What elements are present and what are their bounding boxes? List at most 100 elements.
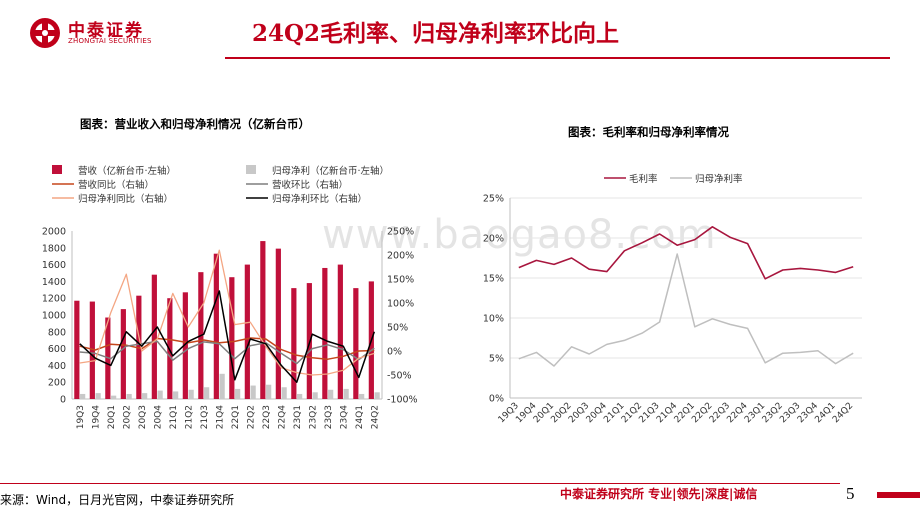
net-profit-bar <box>142 393 148 399</box>
revenue-bar <box>213 253 219 399</box>
net-profit-bar <box>80 393 86 399</box>
legend-swatch <box>246 165 256 174</box>
net-profit-bar <box>297 393 303 399</box>
x-tick-label: 21Q4 <box>215 405 225 430</box>
x-tick-label: 23Q1 <box>293 405 303 429</box>
net-profit-bar <box>188 389 194 399</box>
y-tick-label-right: -50% <box>387 371 412 382</box>
x-tick-label: 23Q4 <box>339 405 349 430</box>
x-tick-label: 22Q3 <box>262 405 272 429</box>
legend-label: 营收环比（右轴） <box>272 179 348 191</box>
revenue-bar <box>337 264 343 399</box>
net-profit-bar <box>157 390 163 399</box>
y-tick-label-left: 600 <box>48 344 66 355</box>
net-profit-bar <box>343 388 349 399</box>
x-tick-label: 19Q3 <box>76 405 86 429</box>
y-tick-label-right: -100% <box>387 395 418 406</box>
legend-label: 归母净利（亿新台币·左轴） <box>272 165 389 177</box>
y-tick-label: 20% <box>483 234 504 245</box>
watermark: www.baogao8.com <box>322 212 717 258</box>
net-profit-bar <box>111 395 117 399</box>
y-tick-label: 0% <box>489 394 504 405</box>
legend-label: 归母净利环比（右轴） <box>272 193 367 205</box>
y-tick-label: 10% <box>483 314 504 325</box>
page-number: 5 <box>846 484 855 503</box>
y-tick-label-right: 100% <box>387 299 414 310</box>
x-tick-label: 20Q2 <box>122 405 132 429</box>
y-tick-label-left: 1200 <box>42 294 66 305</box>
net-profit-bar <box>312 392 318 399</box>
legend-label: 归母净利同比（右轴） <box>78 193 173 205</box>
x-tick-label: 22Q1 <box>231 405 241 429</box>
x-tick-label: 24Q1 <box>355 405 365 429</box>
net-profit-bar <box>266 384 272 399</box>
y-tick-label-left: 1600 <box>42 260 66 271</box>
y-tick-label-left: 400 <box>48 361 66 372</box>
revenue-bar <box>167 298 173 399</box>
footer-accent-bar <box>877 492 920 498</box>
net-profit-yoy-line <box>79 249 375 376</box>
y-tick-label-left: 0 <box>60 395 66 406</box>
x-tick-label: 20Q1 <box>107 405 117 429</box>
x-tick-label: 21Q3 <box>200 405 210 429</box>
y-tick-label-right: 250% <box>387 227 414 238</box>
net-profit-bar <box>219 373 225 399</box>
x-tick-label: 24Q2 <box>370 405 380 429</box>
revenue-bar <box>275 248 281 399</box>
y-tick-label-right: 50% <box>387 323 408 334</box>
revenue-bar <box>244 264 250 399</box>
y-tick-label-left: 200 <box>48 378 66 389</box>
revenue-bar <box>291 288 297 399</box>
net-profit-bar <box>250 385 256 399</box>
slide-title: 24Q2毛利率、归母净利率环比向上 <box>252 20 620 47</box>
y-tick-label-left: 1000 <box>42 311 66 322</box>
y-tick-label: 25% <box>483 194 504 205</box>
legend-label: 归母净利率 <box>695 173 743 185</box>
y-tick-label-left: 1400 <box>42 277 66 288</box>
revenue-bar <box>74 300 80 399</box>
y-tick-label-left: 800 <box>48 327 66 338</box>
net-profit-bar <box>126 393 132 399</box>
net-profit-bar <box>359 393 365 399</box>
y-tick-label-right: 150% <box>387 275 414 286</box>
revenue-bar <box>229 277 235 399</box>
revenue-bar <box>151 274 157 399</box>
legend-label: 毛利率 <box>629 173 658 185</box>
x-tick-label: 21Q1 <box>169 405 179 429</box>
net-profit-bar <box>204 387 210 399</box>
revenue-qoq-line <box>79 340 375 365</box>
x-tick-label: 23Q2 <box>308 405 318 429</box>
net-profit-bar <box>173 391 179 399</box>
gross-margin-line <box>518 226 854 280</box>
x-tick-label: 19Q4 <box>91 405 101 430</box>
y-tick-label-right: 200% <box>387 251 414 262</box>
zhongtai-logo-icon <box>30 18 60 48</box>
x-tick-label: 22Q4 <box>277 405 287 430</box>
footer-brand: 中泰证券研究所 专业|领先|深度|诚信 <box>560 487 758 501</box>
x-tick-label: 20Q4 <box>153 405 163 430</box>
y-tick-label-left: 1800 <box>42 243 66 254</box>
net-profit-bar <box>281 387 287 399</box>
net-profit-bar <box>235 388 241 399</box>
legend-swatch <box>52 165 62 174</box>
brand-name-cn: 中泰证券 <box>68 21 144 41</box>
brand-logo <box>28 16 62 50</box>
y-tick-label-right: 0% <box>387 347 402 358</box>
footer-divider <box>0 483 840 484</box>
net-profit-bar <box>95 393 101 399</box>
net-profit-qoq-line <box>79 290 376 383</box>
revenue-bar <box>182 292 188 399</box>
y-tick-label: 15% <box>483 274 504 285</box>
x-tick-label: 21Q2 <box>184 405 194 429</box>
legend-label: 营收（亿新台币·左轴） <box>78 165 176 177</box>
x-tick-label: 22Q2 <box>246 405 256 429</box>
net-profit-bar <box>374 392 380 399</box>
x-tick-label: 24Q2 <box>831 401 855 425</box>
y-tick-label-left: 2000 <box>42 227 66 238</box>
revenue-bar <box>260 241 266 399</box>
left-chart-title: 图表：营业收入和归母净利情况（亿新台币） <box>80 117 310 131</box>
revenue-bar <box>120 309 126 399</box>
x-tick-label: 23Q3 <box>324 405 334 429</box>
revenue-bar <box>353 288 359 399</box>
